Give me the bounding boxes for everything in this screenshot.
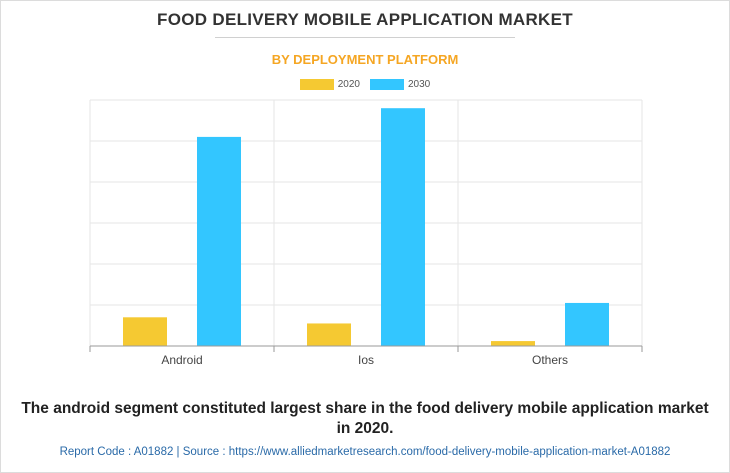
x-tick-label-ios: Ios [358,353,374,367]
x-tick-label-others: Others [532,353,568,367]
legend-swatch-2020 [299,79,334,90]
legend-label-2020: 2020 [337,79,360,90]
legend-swatch-2030 [370,79,404,90]
chart-caption: The android segment constituted largest … [21,400,709,437]
legend-label-2030: 2030 [408,79,431,90]
chart-title: FOOD DELIVERY MOBILE APPLICATION MARKET [157,10,573,29]
legend: 2020 2030 [0,79,730,90]
title-divider [215,37,515,38]
legend-item-2030: 2030 [370,79,430,90]
source-footer: Report Code : A01882 | Source : https://… [59,446,671,458]
bar-android-2020 [123,317,167,346]
legend-item-2020: 2020 [299,79,360,90]
bar-ios-2030 [381,108,425,346]
x-tick-label-android: Android [161,353,202,367]
bar-android-2030 [197,136,241,346]
bar-others-2020 [491,341,535,346]
bar-others-2030 [565,302,609,346]
chart-subtitle: BY DEPLOYMENT PLATFORM [271,52,459,67]
bar-ios-2020 [307,323,351,346]
